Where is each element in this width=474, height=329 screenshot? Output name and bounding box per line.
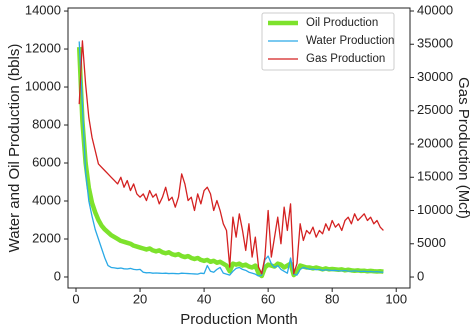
y2-tick-label: 0 xyxy=(417,268,424,283)
x-tick-label: 60 xyxy=(261,291,275,306)
y-axis-title: Water and Oil Production (bbls) xyxy=(6,44,23,253)
y-tick-label: 10000 xyxy=(25,78,61,93)
legend: Oil Production Water Production Gas Produc… xyxy=(261,12,395,71)
y2-tick-label: 15000 xyxy=(417,169,453,184)
y2-tick-label: 10000 xyxy=(417,202,453,217)
y2-tick-label: 40000 xyxy=(417,2,453,17)
y2-axis-title: Gas Production (Mcf) xyxy=(455,77,472,219)
series-line xyxy=(76,47,384,279)
y2-tick-label: 25000 xyxy=(417,102,453,117)
x-tick-label: 0 xyxy=(72,291,79,306)
y-tick-label: 14000 xyxy=(25,2,61,17)
y-tick-label: 4000 xyxy=(32,192,61,207)
x-tick-label: 40 xyxy=(197,291,211,306)
x-tick-label: 20 xyxy=(133,291,147,306)
y2-tick-label: 35000 xyxy=(417,36,453,51)
y-tick-label: 8000 xyxy=(32,116,61,131)
legend-label: Water Production xyxy=(306,35,394,47)
x-tick-label: 100 xyxy=(385,291,407,306)
series-line xyxy=(78,40,384,275)
x-axis-title: Production Month xyxy=(180,311,298,328)
legend-label: Gas Production xyxy=(306,53,385,65)
y-tick-label: 0 xyxy=(54,268,61,283)
plot-frame xyxy=(67,7,411,289)
legend-label: Oil Production xyxy=(306,17,378,29)
y-tick-label: 6000 xyxy=(32,154,61,169)
y2-tick-label: 20000 xyxy=(417,135,453,150)
series-line xyxy=(78,41,384,277)
legend-box xyxy=(261,12,395,71)
y2-tick-label: 30000 xyxy=(417,69,453,84)
x-tick-label: 80 xyxy=(325,291,339,306)
y2-tick-label: 5000 xyxy=(417,235,446,250)
y-tick-label: 2000 xyxy=(32,230,61,245)
y-tick-label: 12000 xyxy=(25,40,61,55)
